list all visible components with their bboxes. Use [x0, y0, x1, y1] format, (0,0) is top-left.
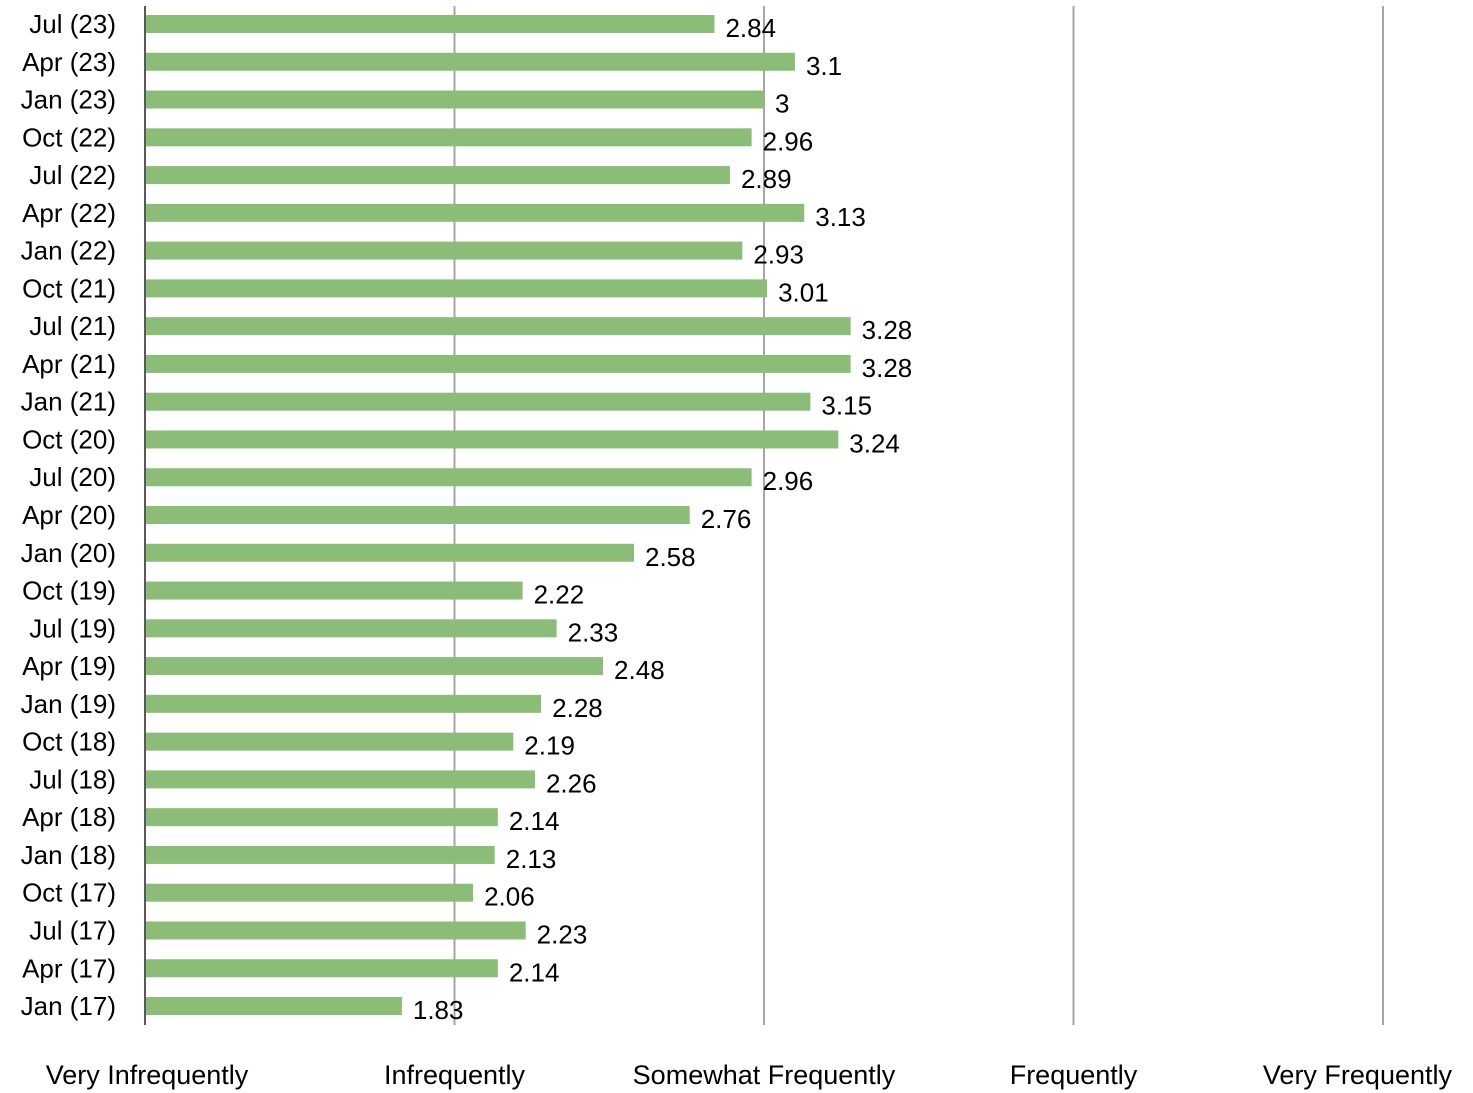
bars — [145, 15, 851, 1016]
category-label: Jul (23) — [29, 9, 116, 39]
bar — [145, 581, 523, 600]
category-label: Jan (20) — [21, 538, 116, 568]
value-label: 2.19 — [524, 731, 575, 761]
value-label: 2.13 — [506, 844, 557, 874]
value-label: 2.48 — [614, 655, 665, 685]
value-label: 3.28 — [862, 315, 913, 345]
category-label: Oct (18) — [22, 727, 116, 757]
bar — [145, 506, 690, 525]
value-label: 2.89 — [741, 164, 792, 194]
value-label: 3 — [775, 89, 789, 119]
bar — [145, 430, 839, 449]
bar — [145, 657, 604, 676]
bar — [145, 128, 752, 147]
category-label: Jan (21) — [21, 387, 116, 417]
value-label: 3.1 — [806, 51, 842, 81]
category-label: Jan (19) — [21, 689, 116, 719]
bar — [145, 694, 542, 713]
category-label: Oct (21) — [22, 273, 116, 303]
category-label: Apr (23) — [22, 47, 116, 77]
value-label: 2.58 — [645, 542, 696, 572]
category-label: Oct (17) — [22, 878, 116, 908]
category-label: Jan (23) — [21, 85, 116, 115]
value-label: 2.14 — [509, 957, 560, 987]
bar — [145, 845, 495, 864]
category-label: Jul (19) — [29, 613, 116, 643]
value-label: 2.33 — [568, 617, 619, 647]
category-label: Oct (19) — [22, 576, 116, 606]
category-label: Jul (18) — [29, 764, 116, 794]
bar — [145, 166, 730, 185]
value-label: 3.15 — [821, 391, 872, 421]
bar — [145, 203, 805, 222]
category-label: Apr (17) — [22, 953, 116, 983]
category-labels: Jul (23) Apr (23) Jan (23) Oct (22) Jul (22)… — [21, 9, 116, 1021]
x-tick-labels: Very Infrequently Infrequently Somewhat Fr… — [46, 1060, 1453, 1090]
bar — [145, 808, 498, 827]
x-tick-label: Infrequently — [384, 1060, 526, 1090]
value-label: 2.93 — [753, 240, 804, 270]
x-tick-label: Somewhat Frequently — [633, 1060, 896, 1090]
value-label: 1.83 — [413, 995, 464, 1025]
category-label: Apr (22) — [22, 198, 116, 228]
category-label: Apr (18) — [22, 802, 116, 832]
bar — [145, 997, 402, 1016]
value-label: 2.22 — [534, 580, 585, 610]
bar — [145, 468, 752, 487]
value-label: 3.13 — [815, 202, 866, 232]
bar — [145, 770, 535, 789]
bar — [145, 732, 514, 751]
value-label: 2.14 — [509, 806, 560, 836]
bar — [145, 921, 526, 940]
bar — [145, 543, 635, 562]
x-tick-label: Frequently — [1010, 1060, 1138, 1090]
category-label: Apr (21) — [22, 349, 116, 379]
category-label: Jul (22) — [29, 160, 116, 190]
category-label: Jul (17) — [29, 915, 116, 945]
value-label: 2.26 — [546, 768, 597, 798]
value-label: 2.23 — [537, 919, 588, 949]
category-label: Oct (20) — [22, 424, 116, 454]
category-label: Jul (21) — [29, 311, 116, 341]
value-label: 3.24 — [849, 428, 900, 458]
value-label: 2.84 — [725, 13, 776, 43]
x-tick-label: Very Frequently — [1263, 1060, 1453, 1090]
value-label: 2.96 — [763, 126, 814, 156]
bar — [145, 959, 498, 978]
bar — [145, 15, 715, 33]
bar — [145, 392, 811, 411]
value-label: 3.28 — [862, 353, 913, 383]
category-label: Jul (20) — [29, 462, 116, 492]
bar — [145, 241, 743, 260]
category-label: Jan (18) — [21, 840, 116, 870]
category-label: Jan (22) — [21, 236, 116, 266]
bar — [145, 883, 474, 902]
bar — [145, 279, 768, 298]
x-tick-label: Very Infrequently — [46, 1060, 249, 1090]
value-label: 2.96 — [763, 466, 814, 496]
value-label: 2.06 — [484, 882, 535, 912]
category-label: Apr (19) — [22, 651, 116, 681]
value-label: 2.28 — [552, 693, 603, 723]
category-label: Apr (20) — [22, 500, 116, 530]
bar — [145, 90, 764, 109]
value-label: 2.76 — [701, 504, 752, 534]
category-label: Oct (22) — [22, 122, 116, 152]
bar — [145, 619, 557, 638]
bar — [145, 317, 851, 336]
value-labels: 2.843.132.962.893.132.933.013.283.283.15… — [413, 13, 912, 1025]
bar — [145, 52, 795, 71]
value-label: 3.01 — [778, 277, 829, 307]
category-label: Jan (17) — [21, 991, 116, 1021]
bar — [145, 354, 851, 373]
